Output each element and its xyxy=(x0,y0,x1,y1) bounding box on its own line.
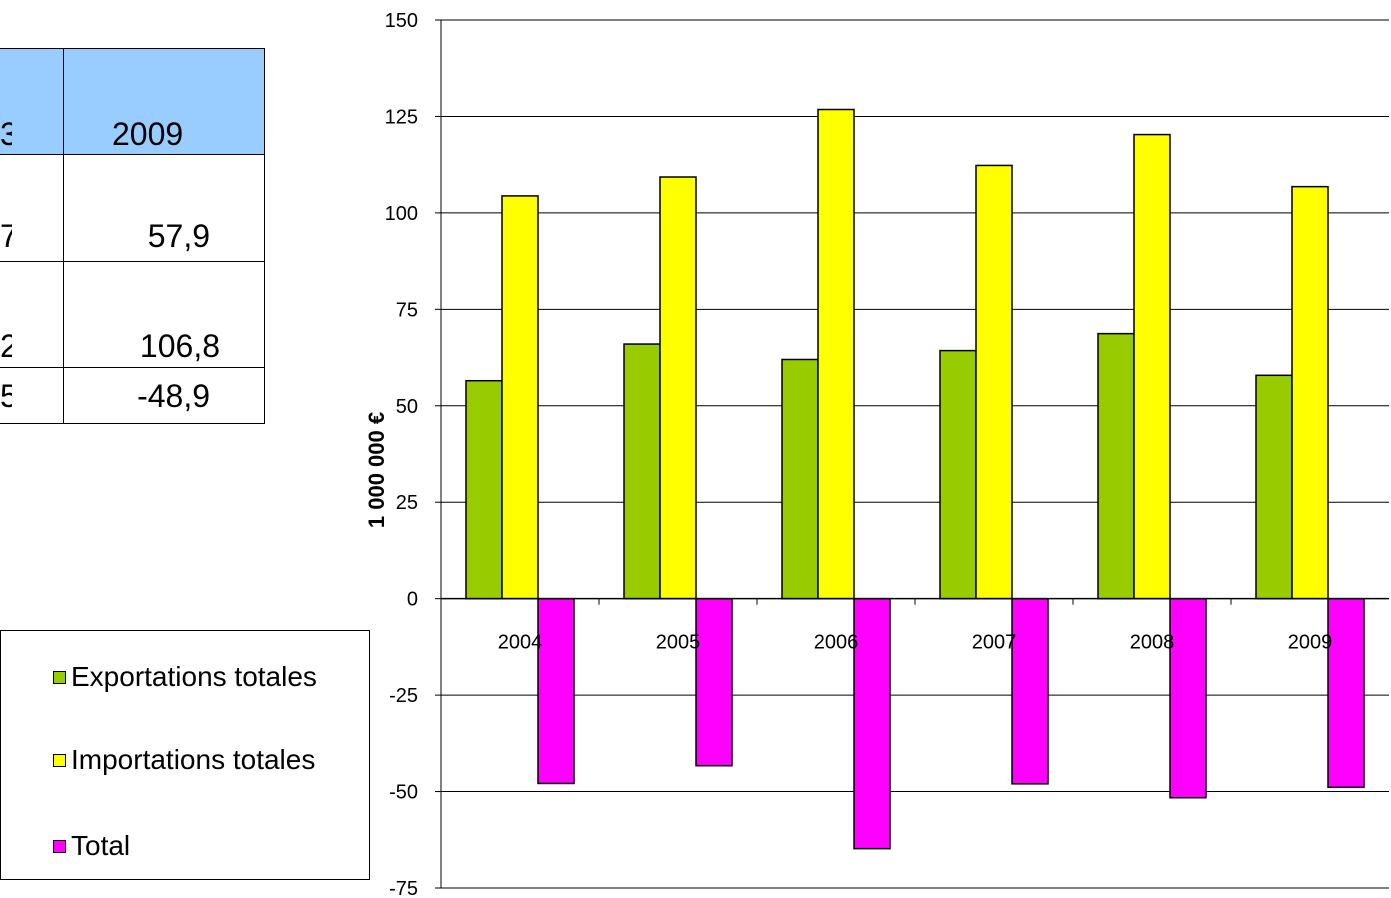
x-tick-label: 2005 xyxy=(656,632,701,654)
table-cell: 106,8 xyxy=(139,328,220,364)
x-tick-label: 2008 xyxy=(1130,632,1175,654)
table-cell: -48,9 xyxy=(137,378,210,414)
table-rule xyxy=(0,423,265,424)
y-axis-label: 1 000 000 € xyxy=(364,412,389,528)
bar xyxy=(465,379,503,600)
gridlines xyxy=(441,19,1389,889)
table-rule xyxy=(0,261,265,262)
table-rule xyxy=(0,154,265,155)
bar xyxy=(1169,597,1207,799)
y-tick-label: 50 xyxy=(396,396,418,418)
bar xyxy=(1097,332,1135,600)
table-cell: 57,9 xyxy=(147,218,210,254)
bars xyxy=(465,108,1365,850)
table-header-background xyxy=(0,48,265,154)
legend-swatch xyxy=(53,670,66,684)
y-tick-label: -50 xyxy=(389,782,418,804)
y-tick-label: 125 xyxy=(385,106,418,128)
legend-label: Exportations totales xyxy=(71,661,317,692)
bar xyxy=(853,597,891,850)
y-tick-label: 150 xyxy=(385,10,418,32)
bar xyxy=(1255,374,1293,600)
bar xyxy=(817,108,855,600)
bar xyxy=(975,164,1013,600)
legend: Exportations totales Importations totale… xyxy=(0,630,370,880)
table-cell: 2 xyxy=(0,330,12,362)
legend-item: Total xyxy=(53,828,130,864)
legend-item: Importations totales xyxy=(53,742,315,778)
legend-label: Importations totales xyxy=(71,744,316,775)
bar xyxy=(537,597,575,785)
table-column-divider xyxy=(264,48,265,423)
y-tick-label: 25 xyxy=(396,492,418,514)
x-tick-labels: 2004 2005 2006 2007 2008 2009 xyxy=(498,632,1333,654)
data-table: 3 2009 7 57,9 2 106,8 5 -48,9 xyxy=(0,0,270,430)
x-tick-label: 2007 xyxy=(972,632,1017,654)
x-tick-label: 2006 xyxy=(814,632,859,654)
legend-label: Total xyxy=(71,830,131,861)
x-tick-label: 2009 xyxy=(1288,632,1333,654)
bar xyxy=(501,195,539,600)
bar xyxy=(939,349,977,600)
y-tick-label: 100 xyxy=(385,203,418,225)
bar xyxy=(659,176,697,600)
y-tick-label: -25 xyxy=(389,685,418,707)
y-tick-label: 75 xyxy=(396,299,418,321)
bar xyxy=(623,343,661,600)
table-rule xyxy=(0,48,265,49)
table-header-cell: 2009 xyxy=(112,116,184,152)
y-tick-label: -75 xyxy=(389,878,418,898)
table-cell: 5 xyxy=(0,380,12,412)
table-cell: 7 xyxy=(0,220,12,252)
bar xyxy=(695,597,733,767)
bar xyxy=(1327,597,1365,789)
legend-swatch xyxy=(53,753,66,767)
y-tick-label: 0 xyxy=(407,589,418,611)
axes xyxy=(435,19,1389,889)
table-rule xyxy=(0,367,265,368)
bar xyxy=(1291,185,1329,600)
table-column-divider xyxy=(63,48,64,423)
bar xyxy=(781,358,819,600)
bar xyxy=(1011,597,1049,785)
y-tick-labels: 150 125 100 75 50 25 0 -25 -50 -75 xyxy=(385,10,418,898)
table-header-cell: 3 xyxy=(0,118,12,150)
x-tick-label: 2004 xyxy=(498,632,543,654)
legend-item: Exportations totales xyxy=(53,659,317,695)
legend-swatch xyxy=(53,839,66,853)
bar xyxy=(1133,133,1171,600)
